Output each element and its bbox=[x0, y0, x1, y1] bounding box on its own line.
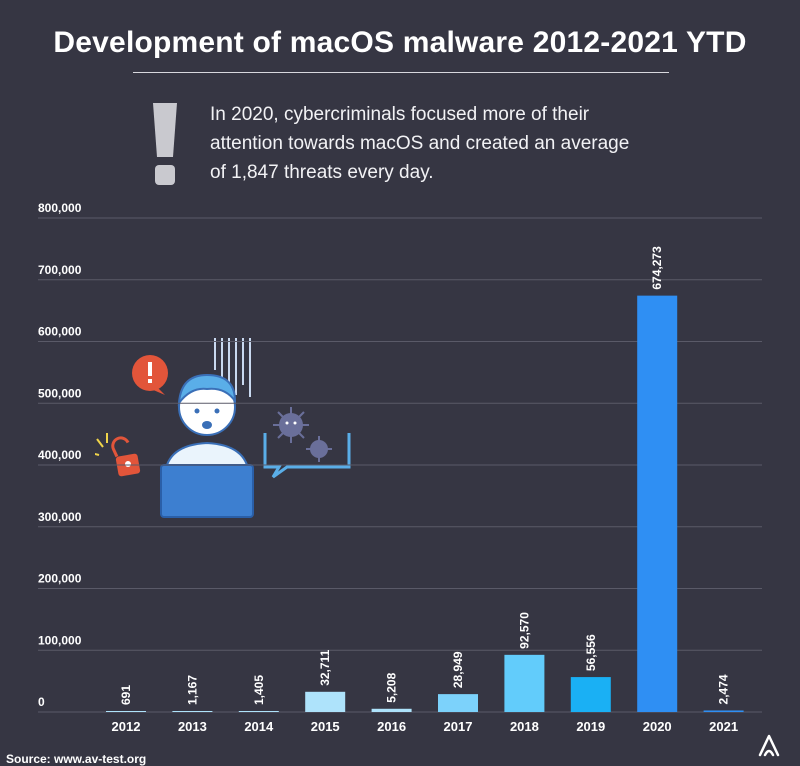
title-divider bbox=[133, 72, 669, 73]
bar-value-label: 5,208 bbox=[385, 672, 399, 702]
y-tick-label: 500,000 bbox=[38, 386, 82, 400]
bar-2016 bbox=[371, 708, 412, 712]
x-tick-label: 2017 bbox=[444, 719, 473, 734]
bar-value-label: 691 bbox=[119, 685, 133, 705]
exclamation-icon bbox=[153, 103, 177, 185]
y-tick-label: 200,000 bbox=[38, 572, 82, 586]
y-tick-label: 700,000 bbox=[38, 263, 82, 277]
bar-2014 bbox=[238, 711, 279, 712]
virus-speech-bubble-icon bbox=[263, 407, 351, 479]
y-tick-label: 800,000 bbox=[38, 201, 82, 215]
bar-value-label: 92,570 bbox=[517, 612, 531, 649]
x-tick-label: 2015 bbox=[311, 719, 340, 734]
chart-title: Development of macOS malware 2012-2021 Y… bbox=[53, 26, 747, 59]
y-tick-label: 100,000 bbox=[38, 633, 82, 647]
x-tick-label: 2013 bbox=[178, 719, 207, 734]
x-tick-label: 2016 bbox=[377, 719, 406, 734]
worried-user-at-laptop bbox=[160, 373, 254, 518]
bar-2017 bbox=[438, 694, 478, 712]
x-tick-label: 2019 bbox=[576, 719, 605, 734]
y-tick-label: 600,000 bbox=[38, 325, 82, 339]
source-note: Source: www.av-test.org bbox=[6, 752, 147, 766]
x-tick-label: 2018 bbox=[510, 719, 539, 734]
bar-value-label: 32,711 bbox=[318, 649, 332, 685]
bar-2012 bbox=[106, 711, 146, 712]
bar-value-label: 2,474 bbox=[717, 674, 731, 704]
y-tick-label: 400,000 bbox=[38, 448, 82, 462]
unlocked-padlock-icon bbox=[95, 433, 141, 477]
bar-2015 bbox=[305, 691, 346, 712]
x-tick-label: 2014 bbox=[244, 719, 274, 734]
bar-value-label: 1,167 bbox=[185, 675, 199, 705]
y-tick-label: 300,000 bbox=[38, 510, 82, 524]
bar-2013 bbox=[172, 711, 213, 712]
bar-value-label: 28,949 bbox=[451, 651, 465, 688]
bar-value-label: 56,556 bbox=[584, 634, 598, 671]
worried-user-illustration bbox=[95, 338, 351, 518]
x-tick-label: 2020 bbox=[643, 719, 672, 734]
bar-2019 bbox=[570, 677, 611, 712]
bar-2021 bbox=[703, 710, 744, 712]
bar-value-label: 674,273 bbox=[650, 246, 664, 290]
y-axis-ticks: 0 100,000 200,000 300,000 400,000 500,000 600,… bbox=[38, 201, 82, 709]
x-axis-ticks: 2012 2013 2014 2015 2016 2017 2018 2019 2020 2021 bbox=[112, 719, 739, 734]
bars: 691 1,167 1,405 32,711 5,208 28,949 92,570 56,5… bbox=[106, 246, 744, 712]
callout-text: In 2020, cybercriminals focused more of … bbox=[210, 104, 630, 183]
bar-2020 bbox=[637, 295, 678, 712]
bar-value-label: 1,405 bbox=[252, 675, 266, 705]
alert-bubble-icon bbox=[132, 355, 168, 395]
x-tick-label: 2021 bbox=[709, 719, 738, 734]
x-tick-label: 2012 bbox=[112, 719, 141, 734]
gloom-lines-icon bbox=[214, 338, 251, 397]
bar-2018 bbox=[504, 654, 545, 712]
y-tick-label: 0 bbox=[38, 695, 45, 709]
av-test-logo-icon bbox=[758, 734, 780, 757]
